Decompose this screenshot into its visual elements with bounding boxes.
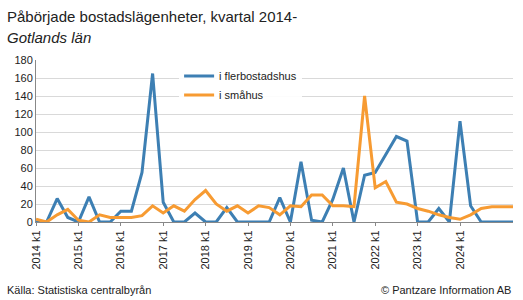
svg-text:60: 60 xyxy=(21,162,33,174)
svg-text:20: 20 xyxy=(21,198,33,210)
svg-text:80: 80 xyxy=(21,144,33,156)
svg-text:180: 180 xyxy=(14,54,32,66)
svg-text:2014 k1: 2014 k1 xyxy=(30,230,42,269)
svg-text:2021 k1: 2021 k1 xyxy=(326,230,338,269)
svg-text:Påbörjade bostadslägenheter, k: Påbörjade bostadslägenheter, kvartal 201… xyxy=(7,8,297,25)
svg-text:2015 k1: 2015 k1 xyxy=(72,230,84,269)
svg-text:2019 k1: 2019 k1 xyxy=(242,230,254,269)
svg-text:i småhus: i småhus xyxy=(219,89,264,101)
svg-text:140: 140 xyxy=(14,90,32,102)
svg-text:40: 40 xyxy=(21,180,33,192)
svg-text:i flerbostadshus: i flerbostadshus xyxy=(219,70,297,82)
svg-text:160: 160 xyxy=(14,72,32,84)
svg-text:2024 k1: 2024 k1 xyxy=(454,230,466,269)
svg-text:2017 k1: 2017 k1 xyxy=(157,230,169,269)
svg-text:Gotlands län: Gotlands län xyxy=(7,29,91,46)
svg-text:2022 k1: 2022 k1 xyxy=(369,230,381,269)
svg-text:2016 k1: 2016 k1 xyxy=(114,230,126,269)
svg-text:© Pantzare Information AB: © Pantzare Information AB xyxy=(381,284,511,296)
svg-text:100: 100 xyxy=(14,126,32,138)
svg-text:Källa: Statistiska centralbyrå: Källa: Statistiska centralbyrån xyxy=(7,284,151,296)
svg-text:0: 0 xyxy=(27,216,33,228)
svg-text:2020 k1: 2020 k1 xyxy=(284,230,296,269)
svg-text:120: 120 xyxy=(14,108,32,120)
svg-text:2023 k1: 2023 k1 xyxy=(411,230,423,269)
svg-text:2018 k1: 2018 k1 xyxy=(199,230,211,269)
